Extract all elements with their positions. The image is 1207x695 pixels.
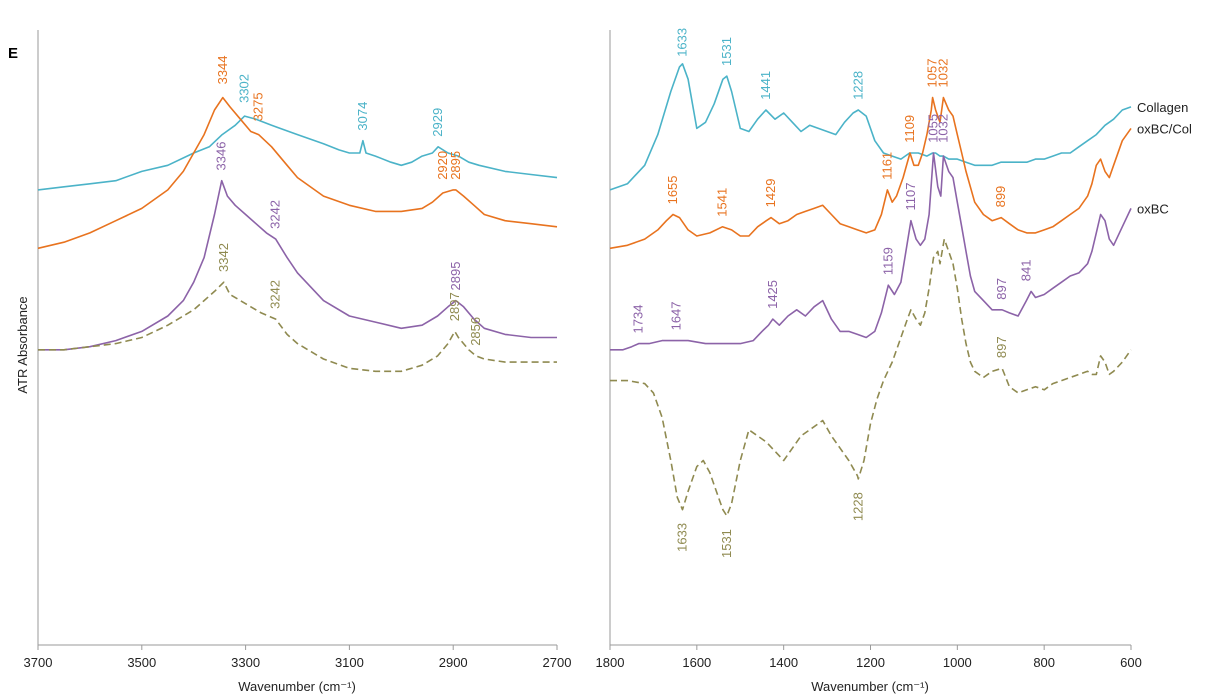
y-axis-title: ATR Absorbance <box>15 296 30 393</box>
peak-label: 1531 <box>719 37 734 66</box>
peak-label: 3302 <box>237 74 252 103</box>
left-x-tick-label: 3300 <box>231 655 260 670</box>
left-x-tick-label: 3700 <box>24 655 53 670</box>
peak-label: 1228 <box>850 71 865 100</box>
peak-label: 1161 <box>879 152 894 180</box>
series-collagen-line <box>37 115 558 191</box>
left-x-tick-label: 3100 <box>335 655 364 670</box>
peak-label: 2929 <box>430 108 445 137</box>
x-axis-title-left: Wavenumber (cm⁻¹) <box>238 679 356 694</box>
peak-label: 1228 <box>850 492 865 521</box>
legend-item-collagen: Collagen <box>1137 100 1188 115</box>
peak-label: 897 <box>994 278 1009 300</box>
series-oxbc-line <box>610 152 1132 351</box>
right-x-tick-label: 1800 <box>596 655 625 670</box>
peak-label: 1541 <box>714 188 729 217</box>
series-oxbc-col-line <box>37 96 558 250</box>
peak-label: 1441 <box>758 71 773 100</box>
series-difference-line <box>38 281 557 373</box>
series-oxbc-line <box>38 179 557 351</box>
peak-label: 1159 <box>880 247 895 275</box>
right-x-tick-label: 1200 <box>856 655 885 670</box>
right-x-tick-label: 600 <box>1120 655 1142 670</box>
peak-label: 1057 <box>925 59 940 88</box>
peak-label: 1633 <box>675 523 690 552</box>
right-x-tick-label: 1400 <box>769 655 798 670</box>
peak-label: 2856 <box>468 317 483 346</box>
legend-item-oxbc-col: oxBC/Col <box>1137 121 1192 136</box>
right-x-tick-label: 1000 <box>943 655 972 670</box>
peak-label: 1734 <box>631 305 646 334</box>
peak-label: 1531 <box>719 529 734 558</box>
legend: Collagen oxBC/Col oxBC <box>1137 100 1192 216</box>
peak-label: 1032 <box>935 114 950 143</box>
peak-label: 1647 <box>668 301 683 330</box>
peak-label: 1109 <box>902 115 917 143</box>
right-x-tick-label: 800 <box>1033 655 1055 670</box>
right-panel: 1800 1600 1400 1200 1000 800 600 1633 1531 1441 12… <box>596 28 1142 670</box>
peak-label: 1655 <box>665 175 680 204</box>
x-axis-title-right: Wavenumber (cm⁻¹) <box>811 679 929 694</box>
peak-label: 897 <box>994 336 1009 358</box>
series-collagen-line <box>609 62 1132 191</box>
peak-label: 1633 <box>675 28 690 57</box>
peak-label: 899 <box>993 186 1008 208</box>
peak-label: 1425 <box>765 280 780 309</box>
peak-label: 3242 <box>268 280 283 309</box>
right-x-tick-label: 1600 <box>682 655 711 670</box>
peak-label: 3344 <box>215 55 230 84</box>
peak-label: 3346 <box>214 142 229 171</box>
peak-label: 1107 <box>903 183 918 211</box>
peak-label: 841 <box>1018 259 1033 281</box>
peak-label: 3074 <box>355 102 370 131</box>
peak-label: 1032 <box>935 59 950 88</box>
peak-label: 3275 <box>251 92 266 121</box>
left-x-tick-label: 3500 <box>127 655 156 670</box>
peak-label: 3242 <box>268 200 283 229</box>
legend-item-oxbc: oxBC <box>1137 201 1169 216</box>
peak-label: 2920 <box>435 151 450 180</box>
peak-label: 2895 <box>448 262 463 291</box>
series-oxbc-col-line <box>609 96 1132 250</box>
series-difference-line <box>610 238 1132 517</box>
peak-label: 1429 <box>763 178 778 207</box>
left-x-tick-label: 2900 <box>439 655 468 670</box>
panel-letter: E <box>8 45 18 62</box>
peak-label: 2897 <box>447 292 462 321</box>
peak-label: 1055 <box>926 114 941 143</box>
peak-label: 3342 <box>216 243 231 272</box>
left-x-tick-label: 2700 <box>543 655 572 670</box>
peak-label: 2895 <box>448 151 463 180</box>
